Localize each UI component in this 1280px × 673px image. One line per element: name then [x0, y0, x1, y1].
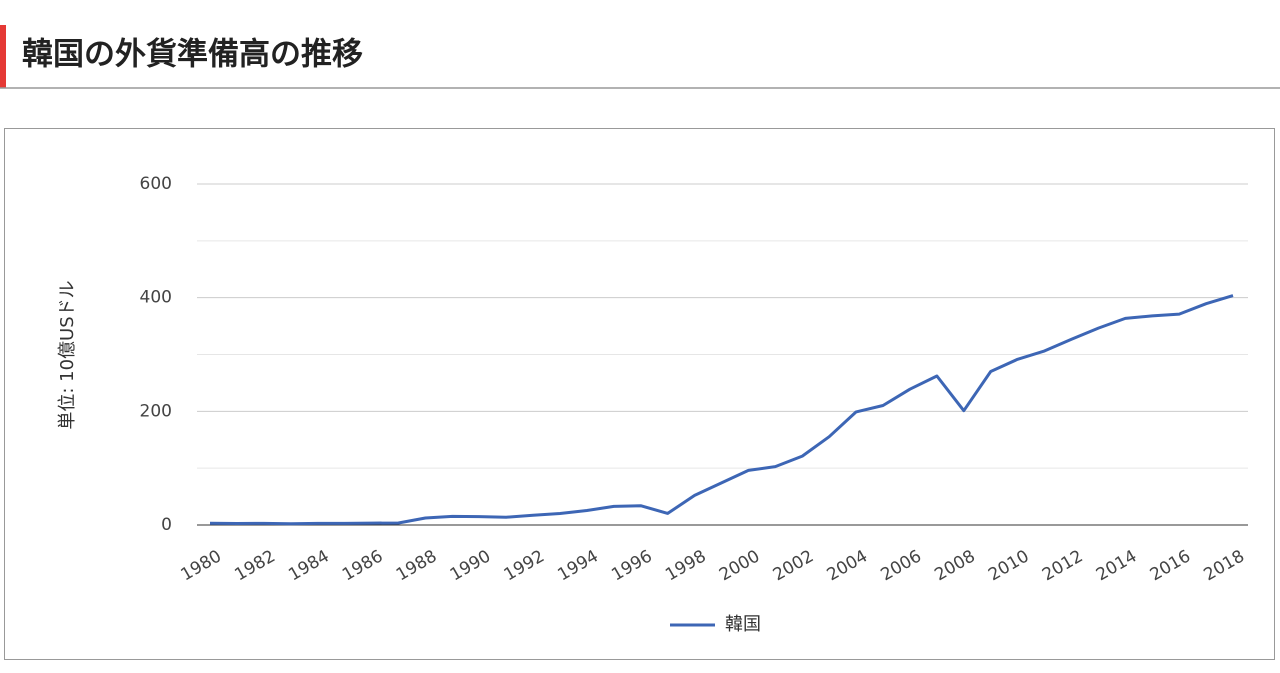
chart-frame	[4, 128, 1275, 660]
y-tick-label: 200	[140, 401, 172, 421]
y-axis-label: 単位: 10億USドル	[57, 280, 78, 429]
y-tick-label: 0	[161, 515, 172, 535]
series-line	[209, 294, 1234, 526]
y-tick-label: 400	[140, 288, 172, 308]
legend-label: 韓国	[725, 614, 761, 635]
page-title: 韓国の外貨準備高の推移	[22, 37, 363, 73]
y-tick-label: 600	[140, 174, 172, 194]
title-accent	[0, 25, 6, 88]
